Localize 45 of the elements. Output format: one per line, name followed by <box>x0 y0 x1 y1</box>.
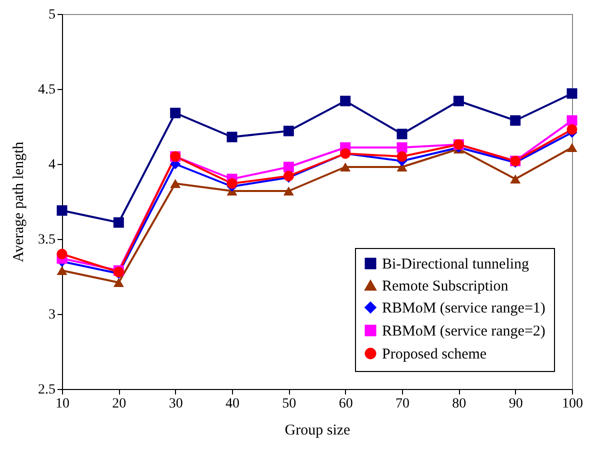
legend-label: Remote Subscription <box>382 278 509 294</box>
point <box>56 266 68 276</box>
x-tick-label: 10 <box>56 396 70 412</box>
point <box>510 174 521 184</box>
x-tick-label: 80 <box>452 396 466 412</box>
x-tick-label: 60 <box>338 396 353 412</box>
legend-label: RBMoM (service range=1) <box>382 300 546 316</box>
point <box>170 108 181 118</box>
x-tick-label: 50 <box>282 396 296 412</box>
point <box>226 178 238 189</box>
legend-label: RBMoM (service range=2) <box>382 324 546 340</box>
point <box>566 124 578 135</box>
x-tick-label: 100 <box>562 396 583 412</box>
point <box>396 128 408 140</box>
x-tick-label: 70 <box>396 396 410 412</box>
y-tick-label: 4.5 <box>38 82 56 98</box>
point <box>396 151 408 162</box>
x-tick-label: 40 <box>226 396 240 412</box>
point <box>170 178 181 188</box>
point <box>510 115 521 126</box>
point <box>113 278 124 288</box>
y-tick-label: 3.5 <box>38 232 56 248</box>
point <box>340 162 351 172</box>
point <box>56 248 68 260</box>
point <box>283 186 294 196</box>
x-tick-label: 30 <box>168 396 183 412</box>
point <box>113 217 124 228</box>
y-tick-label: 3 <box>48 308 56 322</box>
point <box>566 142 578 152</box>
legend-label: Proposed scheme <box>382 346 487 362</box>
point <box>56 205 68 216</box>
x-tick-label: 20 <box>112 396 126 412</box>
point <box>453 96 464 106</box>
y-axis-title: Average path length <box>11 141 27 262</box>
x-tick-label: 90 <box>508 396 523 412</box>
point <box>283 162 294 172</box>
y-tick-label: 5 <box>48 8 56 22</box>
point <box>283 126 294 136</box>
x-axis-title: Group size <box>284 422 351 438</box>
point <box>226 132 238 142</box>
y-tick-label: 4 <box>48 158 56 172</box>
point <box>566 88 578 99</box>
legend-label: Bi-Directional tunneling <box>382 256 530 272</box>
point <box>340 96 351 106</box>
y-tick-label: 2.5 <box>38 382 56 398</box>
